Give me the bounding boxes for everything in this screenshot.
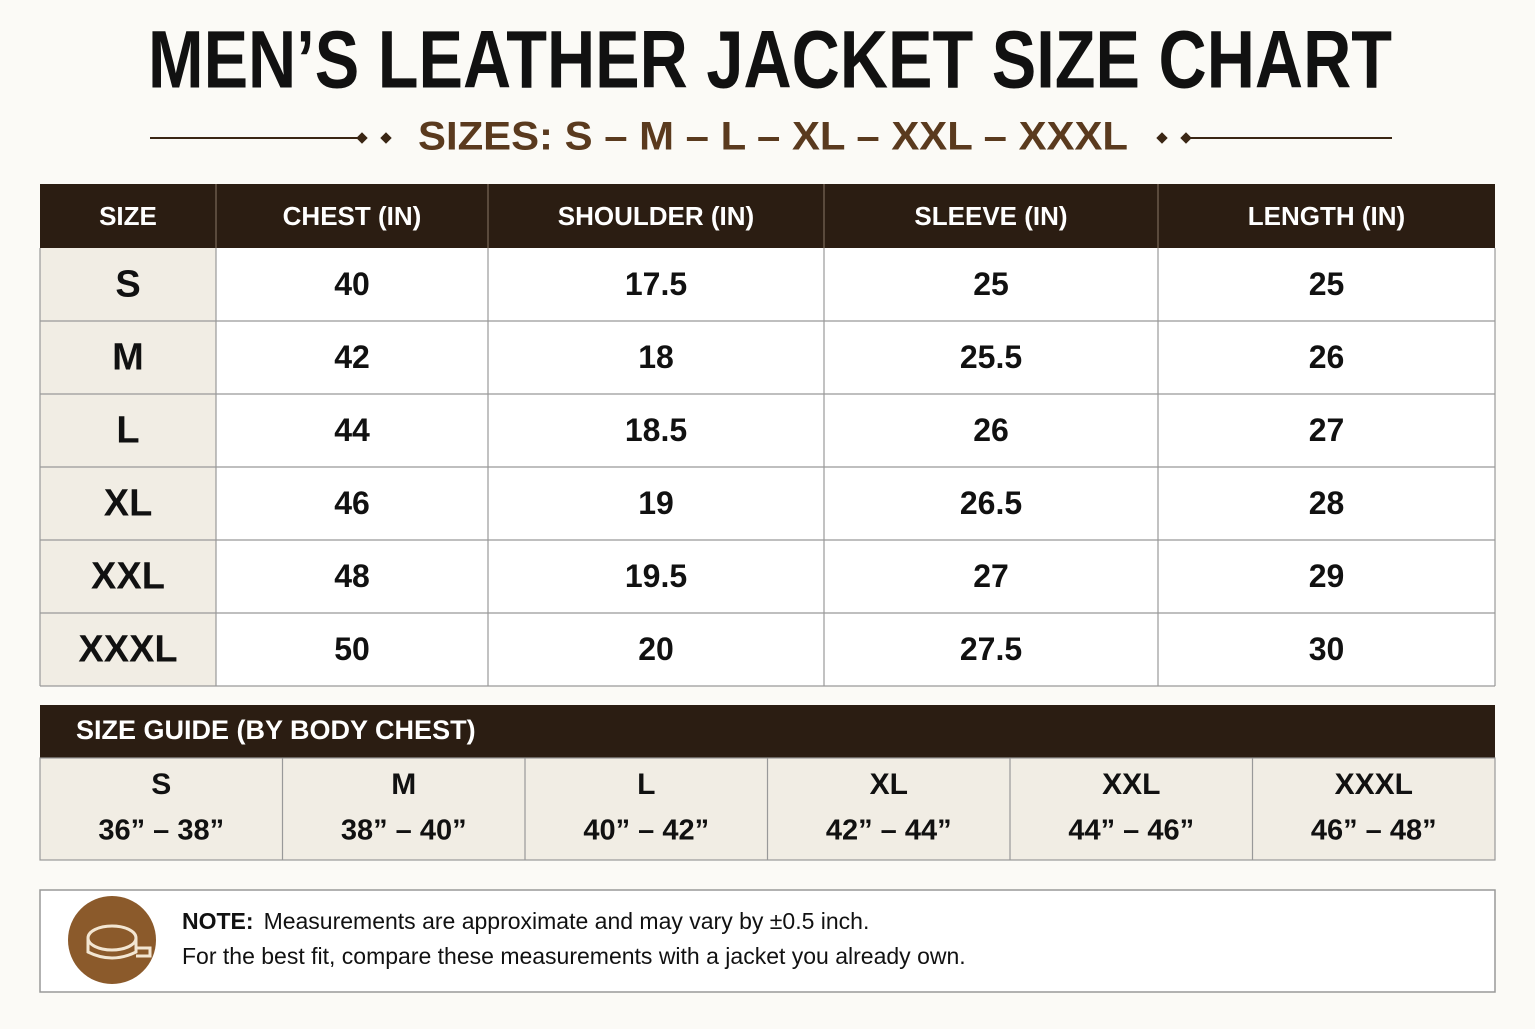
value-cell: 28 (1309, 485, 1345, 521)
size-cell: XL (104, 483, 153, 525)
subtitle-ornament (150, 132, 1392, 144)
value-cell: 40 (334, 266, 370, 302)
guide-size: XXXL (1335, 768, 1413, 801)
size-cell: XXXL (78, 629, 177, 671)
header-row (40, 184, 1495, 248)
title: MEN’S LEATHER JACKET SIZE CHART (148, 15, 1392, 106)
value-cell: 25.5 (960, 339, 1022, 375)
value-cell: 26 (973, 412, 1009, 448)
size-cell: M (112, 337, 144, 379)
value-cell: 19 (638, 485, 674, 521)
value-cell: 26 (1309, 339, 1345, 375)
value-cell: 19.5 (625, 558, 687, 594)
value-cell: 27 (1309, 412, 1345, 448)
column-header: LENGTH (IN) (1248, 201, 1405, 231)
value-cell: 27 (973, 558, 1009, 594)
value-cell: 30 (1309, 631, 1345, 667)
value-cell: 48 (334, 558, 370, 594)
value-cell: 46 (334, 485, 370, 521)
value-cell: 18 (638, 339, 674, 375)
subtitle: SIZES: S – M – L – XL – XXL – XXXL (418, 115, 1128, 159)
diamond (356, 132, 392, 144)
size-guide: SIZE GUIDE (BY BODY CHEST) S 36” – 38” M 38”… (39, 705, 1496, 861)
guide-size: S (151, 768, 171, 801)
guide-range: 42” – 44” (826, 815, 952, 847)
size-cell: XXL (91, 556, 165, 598)
tape-icon (68, 896, 156, 984)
guide-range: 44” – 46” (1068, 815, 1194, 847)
guide-size: XXL (1102, 768, 1160, 801)
size-table: SIZE CHEST (IN) SHOULDER (IN) SLEEVE (IN) LE… (39, 184, 1496, 687)
guide-size: M (391, 768, 416, 801)
size-cell: L (116, 410, 139, 452)
guide-range: 40” – 42” (583, 815, 709, 847)
value-cell: 26.5 (960, 485, 1022, 521)
note-label: NOTE: (182, 908, 254, 934)
note-box: NOTE: Measurements are approximate and ma… (39, 889, 1496, 993)
note-text: For the best fit, compare these measurem… (182, 943, 966, 969)
value-cell: 17.5 (625, 266, 687, 302)
value-cell: 25 (973, 266, 1009, 302)
guide-size: XL (870, 768, 908, 801)
value-cell: 44 (334, 412, 370, 448)
guide-range: 46” – 48” (1311, 815, 1437, 847)
value-cell: 18.5 (625, 412, 687, 448)
column-header: CHEST (IN) (283, 201, 422, 231)
guide-range: 38” – 40” (341, 815, 467, 847)
value-cell: 25 (1309, 266, 1345, 302)
size-cell: S (115, 264, 140, 306)
tape-icon (86, 938, 152, 960)
column-header: SIZE (99, 201, 157, 231)
column-header: SLEEVE (IN) (914, 201, 1067, 231)
guide-range: 36” – 38” (98, 815, 224, 847)
note-line: NOTE: Measurements are approximate and ma… (182, 908, 869, 934)
guide-size: L (637, 768, 655, 801)
guide-title: SIZE GUIDE (BY BODY CHEST) (76, 715, 476, 745)
column-header: SHOULDER (IN) (558, 201, 754, 231)
value-cell: 42 (334, 339, 370, 375)
value-cell: 50 (334, 631, 370, 667)
value-cell: 20 (638, 631, 674, 667)
value-cell: 27.5 (960, 631, 1022, 667)
guide-header (40, 705, 1495, 758)
note-text: Measurements are approximate and may var… (264, 908, 870, 934)
note-frame (39, 889, 1496, 993)
value-cell: 29 (1309, 558, 1345, 594)
diamond (1156, 132, 1192, 144)
